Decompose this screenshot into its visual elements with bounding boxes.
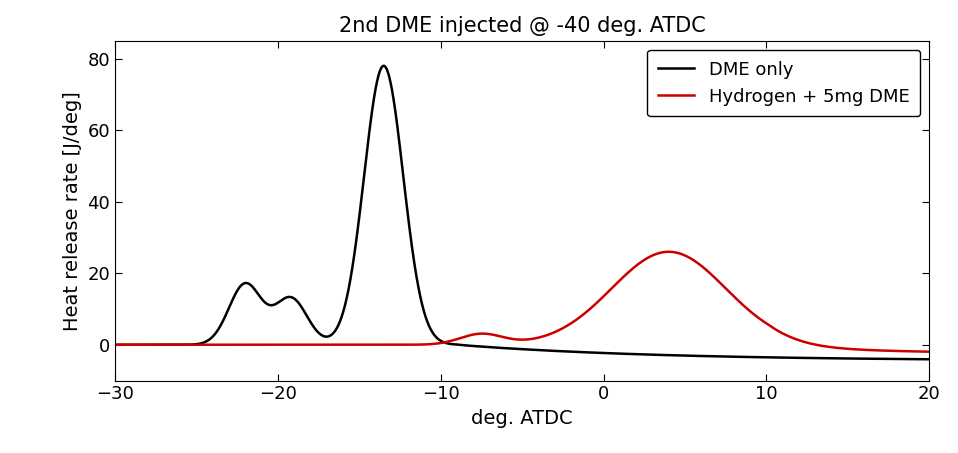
Hydrogen + 5mg DME bbox=[158, 342, 170, 347]
DME only bbox=[924, 357, 935, 362]
Hydrogen + 5mg DME bbox=[269, 342, 281, 347]
DME only bbox=[143, 342, 154, 347]
Hydrogen + 5mg DME bbox=[924, 349, 935, 354]
DME only bbox=[508, 346, 519, 352]
DME only bbox=[109, 342, 121, 347]
DME only bbox=[269, 302, 281, 307]
DME only bbox=[880, 356, 892, 361]
Hydrogen + 5mg DME bbox=[109, 342, 121, 347]
Y-axis label: Heat release rate [J/deg]: Heat release rate [J/deg] bbox=[63, 91, 81, 331]
DME only bbox=[378, 63, 390, 68]
Line: DME only: DME only bbox=[115, 66, 929, 359]
Hydrogen + 5mg DME bbox=[113, 342, 125, 347]
Line: Hydrogen + 5mg DME: Hydrogen + 5mg DME bbox=[115, 252, 929, 352]
Legend: DME only, Hydrogen + 5mg DME: DME only, Hydrogen + 5mg DME bbox=[648, 50, 921, 116]
Hydrogen + 5mg DME bbox=[663, 249, 674, 255]
Hydrogen + 5mg DME bbox=[143, 342, 154, 347]
Hydrogen + 5mg DME bbox=[880, 348, 892, 353]
DME only bbox=[113, 342, 125, 347]
Hydrogen + 5mg DME bbox=[508, 336, 519, 342]
DME only bbox=[158, 342, 170, 347]
X-axis label: deg. ATDC: deg. ATDC bbox=[471, 409, 573, 428]
Title: 2nd DME injected @ -40 deg. ATDC: 2nd DME injected @ -40 deg. ATDC bbox=[339, 16, 705, 36]
